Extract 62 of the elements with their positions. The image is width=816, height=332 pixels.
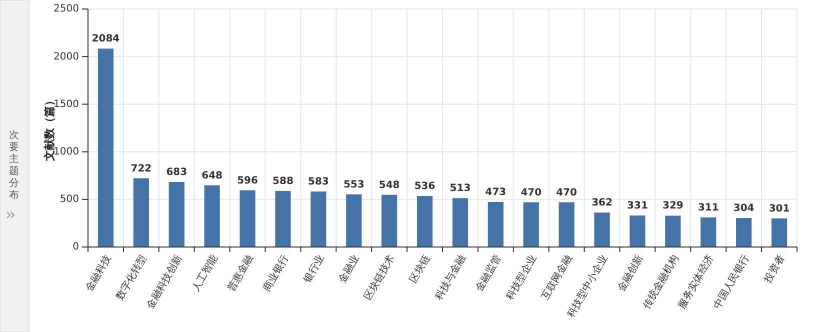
data-label: 473 bbox=[485, 186, 506, 198]
x-tick-label: 金融创新 bbox=[615, 252, 646, 294]
x-tick-label: 投资者 bbox=[761, 252, 788, 286]
data-label: 301 bbox=[768, 203, 790, 214]
data-label: 536 bbox=[414, 180, 436, 192]
data-label: 331 bbox=[627, 200, 648, 212]
x-tick-label: 商业银行 bbox=[260, 252, 291, 294]
data-label: 2084 bbox=[92, 34, 120, 45]
data-label: 722 bbox=[130, 163, 152, 174]
bar bbox=[168, 182, 184, 247]
x-tick-label: 区块链技术 bbox=[362, 252, 398, 302]
data-label: 329 bbox=[662, 200, 684, 212]
bar bbox=[346, 194, 362, 247]
bar bbox=[382, 194, 398, 247]
data-label: 513 bbox=[450, 183, 471, 194]
text: 次要主题分布 bbox=[9, 130, 19, 201]
y-tick-label: 2000 bbox=[54, 51, 79, 62]
bar bbox=[771, 218, 788, 247]
data-label: 683 bbox=[166, 166, 188, 178]
bar bbox=[310, 192, 326, 247]
x-tick-label: 科技型企业 bbox=[504, 252, 540, 302]
x-tick-label: 普惠金融 bbox=[225, 252, 256, 294]
bar bbox=[452, 198, 468, 247]
bar bbox=[240, 190, 256, 247]
bar bbox=[736, 218, 752, 247]
data-label: 583 bbox=[308, 176, 329, 188]
x-tick-label: 金融科技 bbox=[83, 252, 114, 294]
data-label: 304 bbox=[733, 203, 754, 214]
data-label: 553 bbox=[343, 179, 364, 190]
bar bbox=[488, 202, 504, 247]
bar bbox=[204, 185, 220, 247]
y-tick-label: 1500 bbox=[54, 98, 79, 110]
x-tick-label: 区块链 bbox=[407, 252, 433, 285]
data-label: 596 bbox=[237, 175, 258, 186]
data-label: 588 bbox=[272, 176, 294, 188]
bar bbox=[630, 215, 646, 247]
x-tick-label: 金融业 bbox=[336, 252, 362, 285]
data-label: 548 bbox=[378, 180, 400, 191]
data-label: 648 bbox=[202, 170, 223, 182]
x-tick-label: 银行业 bbox=[300, 252, 326, 286]
bar bbox=[133, 178, 149, 247]
data-label: 362 bbox=[592, 198, 613, 209]
bar bbox=[594, 212, 610, 247]
x-tick-label: 数字化转型 bbox=[114, 252, 150, 302]
bar bbox=[98, 48, 114, 247]
bar bbox=[523, 202, 539, 247]
y-tick-label: 2500 bbox=[54, 4, 79, 15]
data-label: 311 bbox=[698, 202, 719, 214]
bar bbox=[700, 217, 716, 247]
bar bbox=[416, 196, 433, 247]
x-tick-label: 互联网金融 bbox=[539, 252, 575, 302]
bar bbox=[665, 216, 681, 247]
y-tick-label: 1000 bbox=[54, 146, 79, 158]
data-label: 470 bbox=[520, 187, 542, 198]
x-tick-label: 人工智能 bbox=[190, 252, 220, 294]
y-tick-label: 0 bbox=[72, 242, 79, 253]
x-tick-label: 金融监管 bbox=[473, 252, 504, 294]
x-tick-label: 科技与金融 bbox=[432, 252, 468, 302]
bar bbox=[275, 191, 291, 247]
y-tick-label: 500 bbox=[60, 194, 79, 206]
data-label: 470 bbox=[556, 187, 578, 198]
bar bbox=[558, 202, 574, 247]
